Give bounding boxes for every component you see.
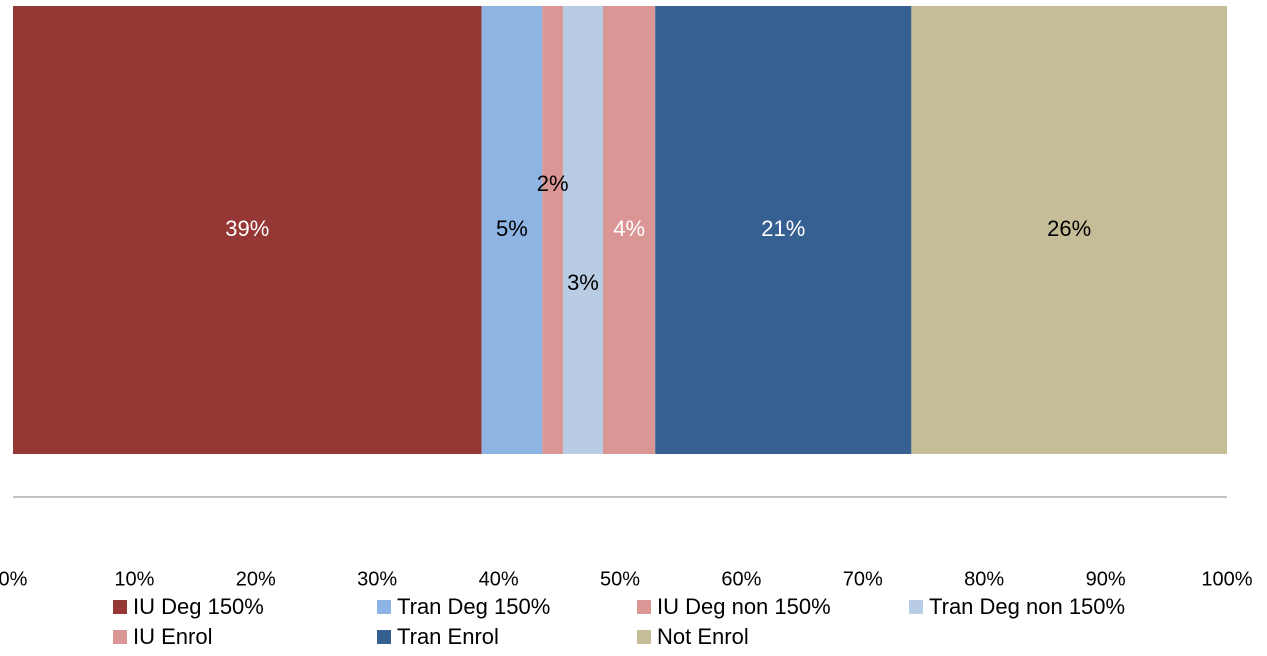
x-tick-label: 50% bbox=[600, 568, 640, 590]
bar-segment-tran-deg-150- bbox=[481, 6, 543, 454]
bar-segments bbox=[13, 6, 1227, 454]
x-tick-label: 30% bbox=[357, 568, 397, 590]
data-labels: 39% 5% 2% 3% 4% 21% 26% bbox=[225, 171, 1091, 295]
bar-segment-tran-deg-non-150- bbox=[562, 6, 604, 454]
bar-segment-iu-deg-non-150- bbox=[542, 6, 563, 454]
data-label: 39% bbox=[225, 216, 269, 241]
x-tick-label: 40% bbox=[479, 568, 519, 590]
x-tick-label: 10% bbox=[114, 568, 154, 590]
bar-segment-tran-enrol bbox=[655, 6, 912, 454]
x-axis-tick-labels: 0% 10% 20% 30% 40% 50% 60% 70% 80% 90% 100% bbox=[0, 568, 1253, 590]
x-tick-label: 100% bbox=[1201, 568, 1252, 590]
x-tick-label: 80% bbox=[964, 568, 1004, 590]
data-label: 21% bbox=[761, 216, 805, 241]
x-tick-label: 0% bbox=[0, 568, 28, 590]
x-tick-label: 70% bbox=[843, 568, 883, 590]
data-label: 26% bbox=[1047, 216, 1091, 241]
x-tick-label: 20% bbox=[236, 568, 276, 590]
data-label: 4% bbox=[613, 216, 645, 241]
data-label: 2% bbox=[537, 171, 569, 196]
x-tick-label: 60% bbox=[721, 568, 761, 590]
bar-segment-iu-enrol bbox=[603, 6, 656, 454]
bar-segment-not-enrol bbox=[911, 6, 1227, 454]
data-label: 3% bbox=[567, 270, 599, 295]
x-tick-label: 90% bbox=[1086, 568, 1126, 590]
bar-segment-iu-deg-150- bbox=[13, 6, 482, 454]
data-label: 5% bbox=[496, 216, 528, 241]
